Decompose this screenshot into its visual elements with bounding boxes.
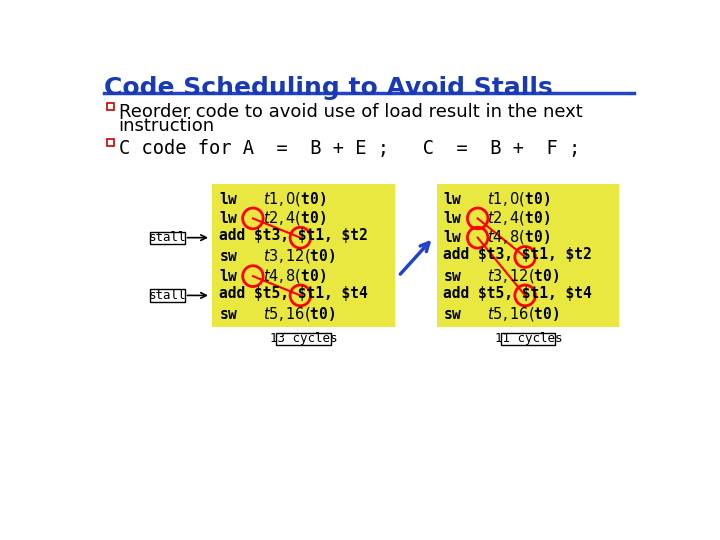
Bar: [150, 232, 184, 244]
Text: stall: stall: [149, 289, 186, 302]
Text: lw   $t2, 4($t0): lw $t2, 4($t0): [219, 209, 326, 227]
Bar: [501, 333, 555, 345]
Bar: [212, 184, 395, 327]
Text: Code Scheduling to Avoid Stalls: Code Scheduling to Avoid Stalls: [104, 76, 553, 99]
Text: instruction: instruction: [119, 117, 215, 135]
Text: lw   $t2, 4($t0): lw $t2, 4($t0): [444, 209, 551, 227]
Text: Reorder code to avoid use of load result in the next: Reorder code to avoid use of load result…: [119, 103, 582, 122]
Bar: [150, 289, 184, 301]
Text: add $t5, $t1, $t4: add $t5, $t1, $t4: [444, 286, 592, 301]
Text: sw   $t3, 12($t0): sw $t3, 12($t0): [444, 267, 560, 285]
Text: 11 cycles: 11 cycles: [495, 333, 562, 346]
Text: add $t3, $t1, $t2: add $t3, $t1, $t2: [444, 247, 592, 262]
Text: lw   $t1, 0($t0): lw $t1, 0($t0): [219, 190, 326, 207]
Bar: [107, 103, 114, 110]
Text: lw   $t4, 8($t0): lw $t4, 8($t0): [444, 228, 551, 246]
Text: 13 cycles: 13 cycles: [270, 333, 337, 346]
Bar: [276, 333, 330, 345]
Text: sw   $t5, 16($t0): sw $t5, 16($t0): [444, 305, 560, 323]
Text: lw   $t4, 8($t0): lw $t4, 8($t0): [219, 267, 326, 285]
Text: add $t5, $t1, $t4: add $t5, $t1, $t4: [219, 286, 367, 301]
Text: C code for A  =  B + E ;   C  =  B +  F ;: C code for A = B + E ; C = B + F ;: [119, 139, 580, 159]
Bar: [107, 139, 114, 146]
Bar: [437, 184, 619, 327]
Text: sw   $t5, 16($t0): sw $t5, 16($t0): [219, 305, 335, 323]
Text: lw   $t1, 0($t0): lw $t1, 0($t0): [444, 190, 551, 207]
Text: add $t3, $t1, $t2: add $t3, $t1, $t2: [219, 228, 367, 243]
Text: sw   $t3, 12($t0): sw $t3, 12($t0): [219, 247, 335, 265]
Text: stall: stall: [149, 231, 186, 244]
